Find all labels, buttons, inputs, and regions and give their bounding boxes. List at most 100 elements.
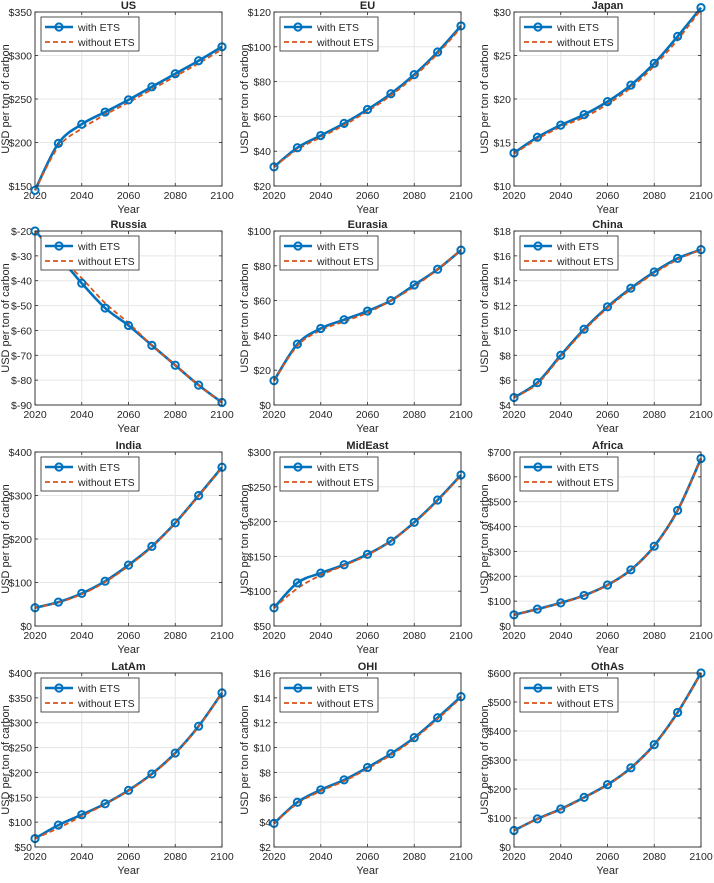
chart-title: Russia — [110, 219, 147, 231]
x-tick-label: 2040 — [549, 190, 573, 202]
legend-box — [40, 235, 140, 271]
data-point-with-ets — [556, 804, 566, 814]
legend-box — [40, 677, 140, 713]
legend-box — [519, 16, 619, 52]
y-tick-label: $80 — [253, 261, 271, 273]
legend-marker-with-ets — [54, 462, 64, 472]
axes-box — [273, 11, 462, 187]
data-point-with-ets — [649, 541, 659, 551]
data-point-with-ets — [170, 518, 180, 528]
data-point-with-ets — [409, 517, 419, 527]
data-point-with-ets — [170, 748, 180, 758]
x-tick-label: 2040 — [309, 851, 333, 863]
y-axis-label: USD per ton of carbon — [479, 44, 491, 153]
data-point-with-ets — [339, 560, 349, 570]
x-axis-label: Year — [117, 204, 140, 216]
legend-label-without-ets: without ETS — [316, 37, 374, 49]
y-tick-label: $300 — [488, 755, 512, 767]
y-tick-label: $40 — [253, 146, 271, 158]
x-tick-label: 2100 — [689, 409, 713, 421]
chart-title: OHI — [358, 661, 378, 673]
data-point-with-ets — [386, 749, 396, 759]
data-point-with-ets — [194, 56, 204, 66]
data-point-with-ets — [433, 264, 443, 274]
legend-label-with-ets: with ETS — [77, 241, 120, 253]
x-tick-label: 2100 — [210, 851, 234, 863]
data-point-with-ets — [362, 306, 373, 316]
y-axis-label: USD per ton of carbon — [479, 705, 491, 814]
y-tick-label: $18 — [493, 226, 511, 238]
data-point-with-ets — [316, 568, 326, 578]
legend-label-without-ets: without ETS — [556, 37, 614, 49]
y-tick-label: $50 — [14, 842, 32, 854]
data-point-with-ets — [147, 340, 157, 350]
legend-label-with-ets: with ETS — [556, 22, 599, 34]
x-tick-label: 2040 — [309, 630, 333, 642]
legend-label-with-ets: with ETS — [77, 462, 120, 474]
x-tick-label: 2060 — [117, 851, 141, 863]
y-axis-label: USD per ton of carbon — [479, 484, 491, 593]
data-point-with-ets — [409, 70, 419, 80]
data-point-with-ets — [53, 138, 63, 148]
y-tick-label: $100 — [488, 813, 512, 825]
legend-marker-with-ets — [533, 462, 543, 472]
x-tick-label: 2100 — [449, 851, 473, 863]
legend-label-with-ets: with ETS — [316, 241, 359, 253]
y-tick-label: $100 — [9, 578, 33, 590]
y-tick-label: $200 — [9, 138, 33, 150]
x-tick-label: 2040 — [70, 851, 94, 863]
y-tick-label: $4 — [499, 400, 511, 412]
y-tick-label: $600 — [488, 668, 512, 680]
chart-title: Africa — [592, 440, 624, 452]
y-tick-label: $150 — [248, 551, 272, 563]
x-tick-label: 2080 — [164, 190, 188, 202]
legend-label-with-ets: with ETS — [316, 683, 359, 695]
x-tick-label: 2060 — [596, 851, 620, 863]
data-point-with-ets — [626, 565, 636, 575]
y-tick-label: $-90 — [11, 400, 32, 412]
legend-marker-with-ets — [54, 683, 64, 693]
data-point-with-ets — [673, 505, 683, 516]
data-point-with-ets — [100, 799, 110, 809]
legend-marker-with-ets — [54, 241, 64, 251]
x-tick-label: 2100 — [689, 851, 713, 863]
x-tick-label: 2080 — [403, 630, 427, 642]
data-point-with-ets — [147, 82, 157, 92]
data-point-with-ets — [602, 780, 613, 790]
y-tick-label: $300 — [9, 491, 33, 503]
x-tick-label: 2040 — [549, 630, 573, 642]
data-point-with-ets — [409, 733, 419, 743]
data-point-with-ets — [433, 713, 443, 723]
chart-india: 2020 2040 2060 2080 2100 $0 $100 $200 $300 $400 wi… — [0, 440, 234, 656]
data-point-with-ets — [626, 283, 636, 293]
y-tick-label: $-70 — [11, 350, 32, 362]
legend-label-without-ets: without ETS — [556, 477, 614, 489]
chart-africa: 2020 2040 2060 2080 2100 $0 $100 $200 $300 $400 $5… — [479, 440, 713, 656]
series-line-with-ets — [273, 695, 462, 825]
axes-box — [34, 11, 223, 187]
y-tick-label: $10 — [493, 325, 511, 337]
chart-title: LatAm — [111, 661, 145, 673]
y-tick-label: $200 — [488, 784, 512, 796]
legend-box — [519, 456, 619, 492]
chart-title: US — [121, 0, 136, 12]
x-axis-label: Year — [596, 644, 619, 656]
x-tick-label: 2020 — [262, 190, 286, 202]
data-point-with-ets — [77, 278, 87, 288]
x-tick-label: 2100 — [689, 630, 713, 642]
data-point-with-ets — [316, 785, 326, 795]
legend-label-without-ets: without ETS — [316, 477, 374, 489]
y-tick-label: $12 — [253, 718, 271, 730]
y-tick-label: $20 — [253, 181, 271, 193]
legend-box — [519, 235, 619, 271]
data-point-with-ets — [147, 541, 157, 551]
y-axis-label: USD per ton of carbon — [0, 44, 12, 153]
data-point-with-ets — [409, 280, 419, 290]
data-point-with-ets — [673, 253, 683, 263]
chart-title: OthAs — [591, 661, 624, 673]
x-tick-label: 2020 — [23, 851, 47, 863]
data-point-with-ets — [602, 302, 613, 312]
y-axis-label: USD per ton of carbon — [479, 263, 491, 372]
y-axis-label: USD per ton of carbon — [239, 484, 251, 593]
x-tick-label: 2060 — [117, 190, 141, 202]
